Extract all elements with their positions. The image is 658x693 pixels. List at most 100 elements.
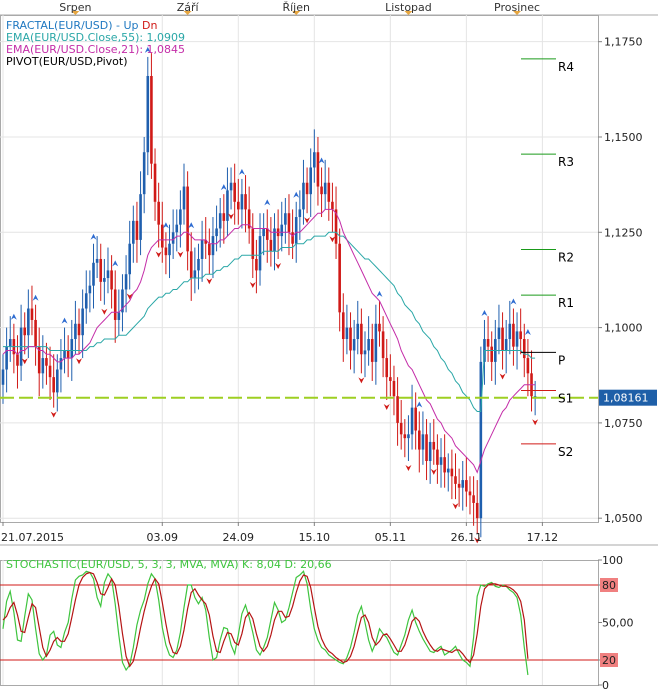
candle-body [81,308,84,336]
candle-body [251,228,255,259]
legend-entry: EMA(EUR/USD.Close,55): 1,0909 [6,31,185,44]
fractal-down-marker [206,278,213,285]
candle-body [497,327,501,340]
candle-body [124,274,128,290]
stoch-plot-frame [0,560,599,686]
candle-body [95,258,99,263]
x-tick-label: 24.09 [223,531,255,544]
candle-body [8,339,12,347]
fractal-up-marker [162,222,169,229]
candle-body [349,327,352,351]
candle-body [512,323,515,347]
fractal-up-marker [10,313,17,320]
fractal-up-marker [32,294,39,301]
candle-body [30,308,34,320]
candle-body [515,331,519,347]
candle-body [294,217,298,244]
candle-body [193,270,197,279]
candle-body [284,213,287,225]
candle-body [45,358,48,366]
month-label: Říjen [282,1,310,14]
candle-body [454,476,457,484]
candle-body [179,209,182,225]
candle-body [66,350,70,359]
candle-body [407,434,410,439]
candle-body [305,182,309,195]
x-tick-label: 03.09 [147,531,179,544]
candle-body [381,331,385,359]
candle-body [414,407,417,431]
candle-body [182,186,186,210]
candle-body [197,258,200,271]
candle-body [410,407,414,435]
candle-body [287,213,291,233]
candle-body [345,327,349,340]
fractal-up-marker [112,260,119,267]
candle-body [320,186,323,195]
candle-body [74,323,77,340]
stoch-y-label: 20 [602,654,616,667]
candle-body [432,441,436,450]
candle-body [204,239,208,244]
y-tick-label: 1,1000 [604,322,643,335]
y-tick-label: 1,0750 [604,417,643,430]
fractal-up-marker [293,191,300,198]
candle-body [331,201,334,210]
candle-body [99,258,103,282]
candle-body [244,194,247,210]
candle-body [389,377,392,381]
candle-body [171,232,175,244]
candle-body [70,339,74,359]
fractal-down-marker [177,251,184,258]
legend-entry: PIVOT(EUR/USD,Pivot) [6,55,128,68]
fractal-up-marker [481,309,488,316]
stoch-y-label: 80 [602,579,616,592]
x-tick-label: 15.10 [299,531,331,544]
candle-body [262,228,265,237]
candle-body [113,289,117,320]
candle-body [88,285,92,294]
y-tick-label: 1,1750 [604,36,643,49]
candle-body [360,323,363,355]
fractal-up-marker [238,168,245,175]
candle-body [160,224,164,248]
candle-body [5,346,8,370]
pivot-label: R2 [558,250,574,264]
fractal-up-marker [318,157,325,164]
candle-body [269,239,273,252]
candle-body [48,365,52,378]
pivot-label: S1 [558,391,573,405]
fractal-down-marker [474,537,481,544]
pivot-label: P [558,353,565,367]
candle-body [52,377,55,393]
candle-body [443,457,446,473]
candle-body [103,278,106,282]
stoch-level-badge [600,578,618,592]
candle-body [218,213,222,229]
candle-body [486,339,490,347]
fractal-up-marker [510,298,517,305]
candle-body [468,491,472,496]
pivot-label: R3 [558,155,574,169]
candle-body [370,339,374,362]
candle-body [237,201,240,210]
month-label: Září [177,1,200,14]
fractal-down-marker [76,358,83,365]
fractal-up-marker [376,290,383,297]
stoch-title: STOCHASTIC(EUR/USD, 5, 3, 3, MVA, MVA) K… [6,558,332,571]
candle-body [399,422,403,435]
candle-body [323,182,327,195]
fractal-up-marker [188,222,195,229]
candle-body [189,251,193,279]
candle-body [186,186,189,252]
stoch-k-line [2,570,529,676]
candle-body [367,339,370,351]
candle-body [146,75,150,153]
candle-body [110,270,113,290]
candle-body [273,228,276,252]
fractal-down-marker [499,373,506,380]
candle-body [338,243,341,313]
month-marker [183,11,192,15]
legend-entry: EMA(EUR/USD.Close,21): 1,0845 [6,43,185,56]
